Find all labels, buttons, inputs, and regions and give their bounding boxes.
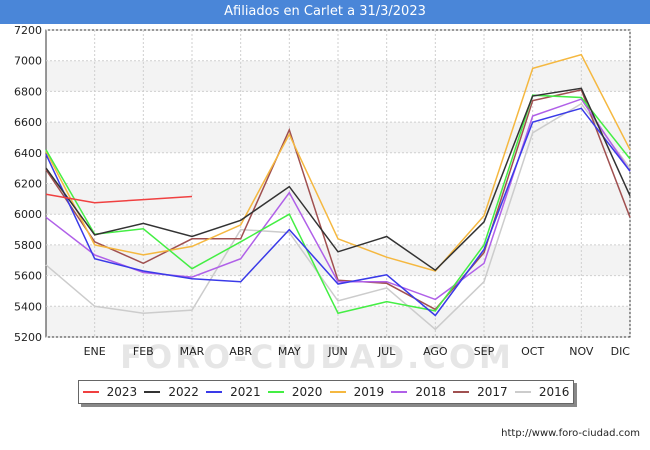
x-tick-label: SEP	[474, 345, 495, 358]
legend-item-2020: 2020	[267, 385, 323, 399]
legend-swatch	[82, 391, 99, 393]
x-tick-label: MAY	[278, 345, 301, 358]
y-tick-label: 5200	[14, 331, 42, 344]
legend-swatch	[329, 391, 346, 393]
series-line-2019	[45, 53, 631, 272]
legend-item-2022: 2022	[144, 385, 199, 399]
y-tick-label: 6000	[14, 208, 42, 221]
x-tick-label: JUN	[327, 345, 348, 358]
series-lines	[45, 53, 631, 331]
x-tick-label: MAR	[180, 345, 205, 358]
series-line-2022	[45, 87, 631, 272]
legend-label: 2016	[538, 385, 570, 399]
x-tick-label: JUL	[377, 345, 396, 358]
y-tick-label: 5800	[14, 239, 42, 252]
x-tick-label: ABR	[229, 345, 252, 358]
legend-label: 2022	[168, 385, 199, 399]
legend-label: 2019	[353, 385, 385, 399]
legend-swatch	[144, 391, 161, 393]
x-tick-label: NOV	[569, 345, 594, 358]
series-line-2021	[45, 107, 631, 317]
y-axis: 5200 5400 5600 5800 6000 6200 6400 6600 6800 7000…	[14, 24, 42, 344]
legend-label: 2023	[106, 385, 138, 399]
legend: 2023 2022 2021 2020 2019 2018 2017 2016	[78, 380, 574, 404]
y-tick-label: 5600	[14, 270, 42, 283]
series-line-2018	[45, 98, 631, 301]
y-tick-label: 7200	[14, 24, 42, 37]
legend-label: 2018	[415, 385, 446, 399]
watermark: FORO-CIUDAD.COM	[120, 338, 514, 376]
legend-item-2016: 2016	[514, 385, 570, 399]
y-tick-label: 6800	[14, 85, 42, 98]
legend-item-2018: 2018	[391, 385, 446, 399]
legend-swatch	[391, 391, 408, 393]
x-tick-label: OCT	[521, 345, 544, 358]
x-tick-label: ENE	[84, 345, 106, 358]
legend-label: 2020	[291, 385, 323, 399]
y-tick-label: 6400	[14, 147, 42, 160]
series-line-2016	[45, 102, 631, 331]
legend-item-2023: 2023	[82, 385, 138, 399]
legend-swatch	[514, 391, 531, 393]
x-tick-label: DIC	[611, 345, 631, 358]
series-line-2023	[45, 193, 193, 204]
legend-item-2017: 2017	[453, 385, 508, 399]
x-axis: ENE FEB MAR ABR MAY JUN JUL AGO SEP OCT NOV DIC	[84, 345, 631, 358]
y-tick-label: 6200	[14, 178, 42, 191]
y-tick-label: 6600	[14, 116, 42, 129]
chart-title: Afiliados en Carlet a 31/3/2023	[0, 0, 650, 24]
legend-swatch	[453, 391, 470, 393]
y-tick-label: 7000	[14, 55, 42, 68]
legend-swatch	[267, 391, 284, 393]
x-tick-label: FEB	[133, 345, 154, 358]
y-tick-label: 5400	[14, 300, 42, 313]
legend-label: 2021	[230, 385, 261, 399]
legend-item-2019: 2019	[329, 385, 385, 399]
legend-swatch	[206, 391, 223, 393]
x-tick-label: AGO	[423, 345, 448, 358]
gridlines	[46, 29, 631, 338]
legend-label: 2017	[477, 385, 508, 399]
legend-item-2021: 2021	[206, 385, 261, 399]
source-url: http://www.foro-ciudad.com	[501, 428, 640, 439]
series-line-2020	[45, 94, 631, 315]
